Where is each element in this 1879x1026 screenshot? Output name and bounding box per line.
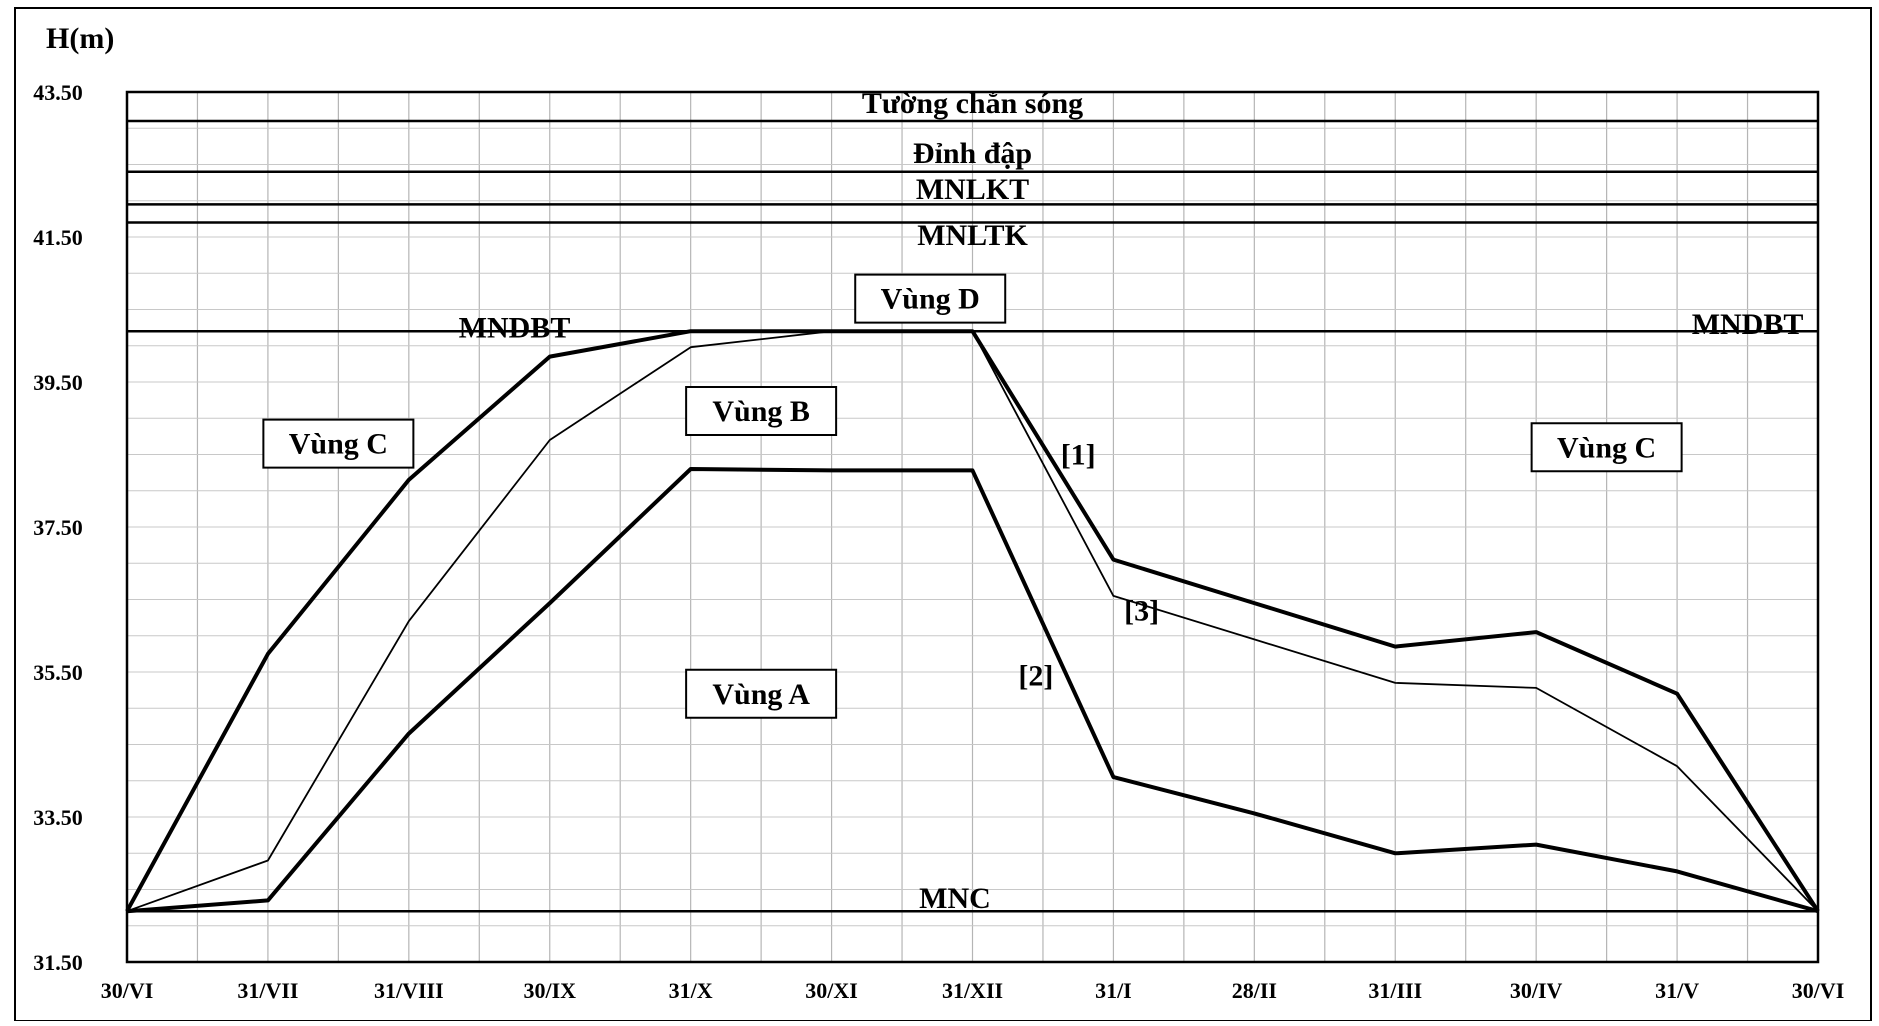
y-tick-label: 41.50 bbox=[33, 225, 83, 250]
y-tick-label: 37.50 bbox=[33, 515, 83, 540]
x-tick-label: 28/II bbox=[1232, 978, 1277, 1003]
zone-label: Vùng C bbox=[289, 428, 388, 461]
zone-label: Vùng C bbox=[1557, 431, 1656, 464]
y-tick-label: 31.50 bbox=[33, 950, 83, 975]
x-tick-label: 31/III bbox=[1368, 978, 1422, 1003]
x-tick-label: 31/I bbox=[1095, 978, 1132, 1003]
y-tick-label: 39.50 bbox=[33, 370, 83, 395]
x-tick-label: 31/VIII bbox=[374, 978, 444, 1003]
level-label-0: Tường chắn sóng bbox=[862, 87, 1083, 120]
zone-label: Vùng A bbox=[712, 678, 810, 711]
series-line-1 bbox=[126, 330, 1819, 913]
level-label-1: Đỉnh đập bbox=[913, 137, 1032, 170]
zone-box bbox=[262, 418, 415, 469]
y-tick-label: 33.50 bbox=[33, 805, 83, 830]
x-tick-label: 30/XI bbox=[805, 978, 858, 1003]
x-tick-label: 31/XII bbox=[942, 978, 1003, 1003]
x-tick-label: 30/IV bbox=[1510, 978, 1563, 1003]
zone-label: Vùng B bbox=[712, 395, 810, 428]
plot-area-border bbox=[125, 90, 1820, 964]
series-line-2 bbox=[126, 467, 1819, 914]
annotation-label: MNDBT bbox=[1692, 308, 1804, 341]
zone-box bbox=[854, 273, 1007, 324]
zone-label: Vùng D bbox=[881, 283, 980, 316]
y-tick-label: 35.50 bbox=[33, 660, 83, 685]
x-tick-label: 31/V bbox=[1655, 978, 1699, 1003]
level-label-5: MNC bbox=[919, 882, 991, 915]
x-tick-label: 30/VI bbox=[1792, 978, 1845, 1003]
level-label-2: MNLKT bbox=[916, 173, 1029, 206]
annotation-label: [1] bbox=[1061, 439, 1096, 472]
x-tick-label: 31/X bbox=[669, 978, 713, 1003]
annotation-label: [3] bbox=[1124, 594, 1159, 627]
y-axis-title: H(m) bbox=[46, 22, 114, 55]
x-tick-label: 30/IX bbox=[523, 978, 576, 1003]
level-label-3: MNLTK bbox=[917, 219, 1028, 252]
x-tick-label: 30/VI bbox=[101, 978, 154, 1003]
annotation-label: [2] bbox=[1018, 660, 1053, 693]
zone-box bbox=[685, 386, 838, 436]
y-tick-label: 43.50 bbox=[33, 80, 83, 105]
zone-box bbox=[1530, 422, 1683, 473]
zone-box bbox=[685, 668, 838, 719]
annotation-label: MNDBT bbox=[459, 312, 571, 345]
x-tick-label: 31/VII bbox=[237, 978, 298, 1003]
